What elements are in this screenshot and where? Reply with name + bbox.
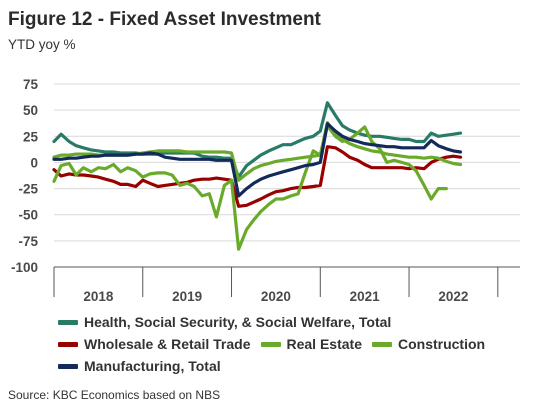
legend-label-wholesale: Wholesale & Retail Trade (84, 336, 251, 352)
legend-label-construction: Construction (397, 336, 486, 352)
legend-swatch-manufacturing (58, 363, 78, 369)
legend-row-2: Wholesale & Retail Trade Real Estate Con… (58, 333, 538, 355)
grid-layer (54, 83, 520, 268)
series-line-4 (52, 122, 463, 198)
legend-label-health: Health, Social Security, & Social Welfar… (84, 314, 392, 330)
y-tick-label: -50 (18, 208, 38, 223)
y-tick-label: -75 (18, 234, 38, 249)
y-tick-label: 75 (23, 77, 39, 92)
source-note: Source: KBC Economics based on NBS (8, 388, 221, 402)
legend-swatch-wholesale (58, 341, 78, 347)
legend-item-construction: Construction (371, 336, 486, 352)
x-tick-label: 2018 (83, 289, 114, 304)
y-tick-label: -25 (18, 182, 38, 197)
y-tick-label: 50 (23, 103, 38, 118)
legend-row-3: Manufacturing, Total (58, 355, 538, 377)
series-layer (52, 101, 463, 251)
chart-title: Figure 12 - Fixed Asset Investment (8, 9, 321, 30)
x-tick-label: 2022 (438, 289, 468, 304)
legend-item-real-estate: Real Estate (260, 336, 362, 352)
legend-item-manufacturing: Manufacturing, Total (58, 358, 221, 374)
series-line-0 (52, 101, 463, 179)
series-line-3 (52, 124, 448, 251)
x-tick-label: 2019 (172, 289, 202, 304)
legend-label-real-estate: Real Estate (286, 336, 362, 352)
series-line-1 (52, 145, 463, 208)
legend-label-manufacturing: Manufacturing, Total (84, 358, 221, 374)
y-tick-label: 0 (30, 155, 38, 170)
axis-layer: 75 50 25 0 -25 -50 -75 -100 2018 2019 2020 2021 2022 (11, 77, 520, 304)
line-chart: 75 50 25 0 -25 -50 -75 -100 2018 2019 2020 2021 2022 (11, 77, 520, 304)
x-tick-label: 2021 (350, 289, 381, 304)
legend-item-wholesale: Wholesale & Retail Trade (58, 336, 251, 352)
x-tick-label: 2020 (261, 289, 291, 304)
y-tick-label: -100 (11, 260, 38, 275)
y-tick-label: 25 (23, 129, 39, 144)
legend-swatch-construction (371, 341, 392, 347)
legend: Health, Social Security, & Social Welfar… (58, 311, 538, 377)
legend-swatch-real-estate (260, 341, 281, 347)
chart-subtitle: YTD yoy % (8, 37, 76, 52)
legend-item-health: Health, Social Security, & Social Welfar… (58, 314, 391, 330)
legend-row-1: Health, Social Security, & Social Welfar… (58, 311, 538, 333)
legend-swatch-health (58, 319, 78, 325)
